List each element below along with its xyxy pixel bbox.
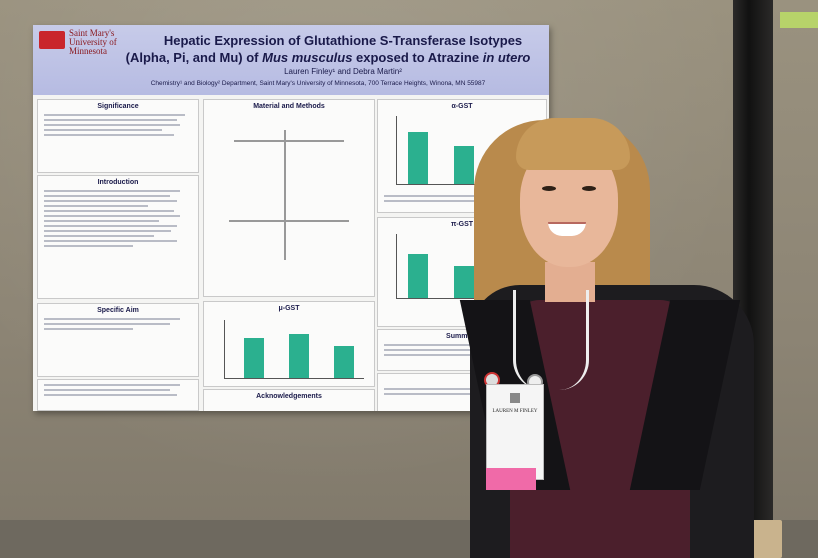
significance-panel: Significance [37, 99, 199, 173]
chart-bar [408, 132, 428, 184]
acknowledgements-panel: Acknowledgements [203, 389, 375, 411]
chart-bar [289, 334, 309, 378]
eye-right-icon [582, 186, 596, 191]
green-tag [780, 12, 818, 28]
eye-left-icon [542, 186, 556, 191]
chart-bar [334, 346, 354, 378]
lanyard [513, 290, 589, 390]
badge-logo-icon [510, 393, 520, 403]
introduction-panel: Introduction [37, 175, 199, 299]
name-badge: LAUREN M FINLEY [486, 384, 544, 480]
literature-panel [37, 379, 199, 411]
poster-affiliation: Chemistry¹ and Biology² Department, Sain… [150, 80, 486, 87]
university-logo-icon [39, 31, 65, 49]
badge-name: LAUREN M FINLEY [492, 409, 538, 414]
chart-bar [454, 266, 474, 298]
chart-bar [454, 146, 474, 184]
chart-bar [408, 254, 428, 298]
hair-top [516, 118, 630, 170]
badge-ribbon [486, 468, 536, 490]
chart-bar [244, 338, 264, 378]
poster-title-line2: (Alpha, Pi, and Mu) of Mus musculus expo… [125, 50, 531, 65]
mu-gst-panel: μ-GST [203, 301, 375, 387]
research-poster: Saint Mary's University of Minnesota Hep… [33, 25, 549, 411]
poster-banner: Saint Mary's University of Minnesota Hep… [33, 25, 549, 95]
methods-panel: Material and Methods [203, 99, 375, 297]
specific-aim-panel: Specific Aim [37, 303, 199, 377]
smile [548, 222, 586, 236]
university-logo-text: Saint Mary's University of Minnesota [69, 28, 117, 56]
poster-title-line1: Hepatic Expression of Glutathione S-Tran… [163, 33, 523, 48]
poster-authors: Lauren Finley¹ and Debra Martin² [284, 67, 402, 76]
